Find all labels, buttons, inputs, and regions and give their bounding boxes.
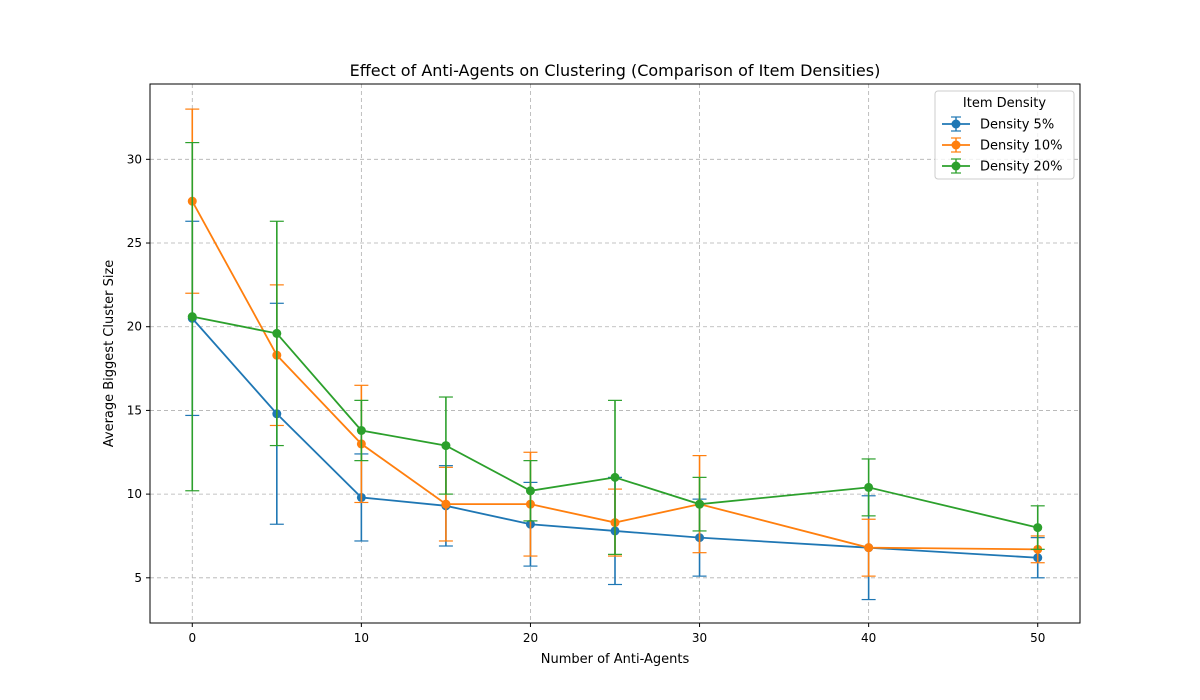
x-tick-label: 0: [188, 631, 196, 645]
x-tick-label: 40: [861, 631, 876, 645]
x-tick-label: 50: [1030, 631, 1045, 645]
x-tick-label: 30: [692, 631, 707, 645]
legend-box: [934, 90, 1075, 180]
y-tick-label: 20: [127, 320, 142, 334]
y-tick-label: 10: [127, 487, 142, 501]
data-point: [695, 499, 705, 509]
ticks: 0 10 20 30 40 50 5 10 15 20 25 30: [127, 152, 1046, 645]
legend-item: Density 20%: [942, 158, 1062, 175]
data-point: [441, 441, 451, 451]
y-tick-label: 5: [134, 571, 142, 585]
chart-title: Effect of Anti-Agents on Clustering (Com…: [350, 61, 881, 80]
series-3: [185, 141, 1045, 555]
legend: Item Density Density 5% Density 10% Densit…: [934, 90, 1075, 180]
data-point: [272, 328, 282, 338]
x-tick-label: 10: [354, 631, 369, 645]
legend-item: Density 10%: [942, 137, 1062, 154]
x-tick-label: 20: [523, 631, 538, 645]
data-point: [610, 472, 620, 482]
legend-title: Item Density: [963, 96, 1046, 111]
y-tick-label: 15: [127, 403, 142, 417]
legend-marker: [951, 119, 961, 129]
legend-label: Density 10%: [980, 139, 1062, 154]
y-tick-label: 30: [127, 152, 142, 166]
data-point: [441, 499, 451, 509]
data-point: [187, 312, 197, 322]
data-point: [864, 543, 874, 553]
x-axis-label: Number of Anti-Agents: [541, 652, 690, 667]
plot-frame: [149, 83, 1081, 624]
legend-item: Density 5%: [942, 116, 1054, 133]
data-point: [525, 486, 535, 496]
legend-marker: [951, 140, 961, 150]
data-point: [356, 426, 366, 435]
data-point: [864, 482, 874, 492]
legend-marker: [951, 161, 961, 171]
legend-label: Density 5%: [980, 118, 1054, 133]
series-layer: [185, 108, 1045, 601]
data-point: [1033, 523, 1043, 533]
y-axis-label: Average Biggest Cluster Size: [102, 260, 117, 448]
y-tick-label: 25: [127, 236, 142, 250]
legend-label: Density 20%: [980, 160, 1062, 175]
